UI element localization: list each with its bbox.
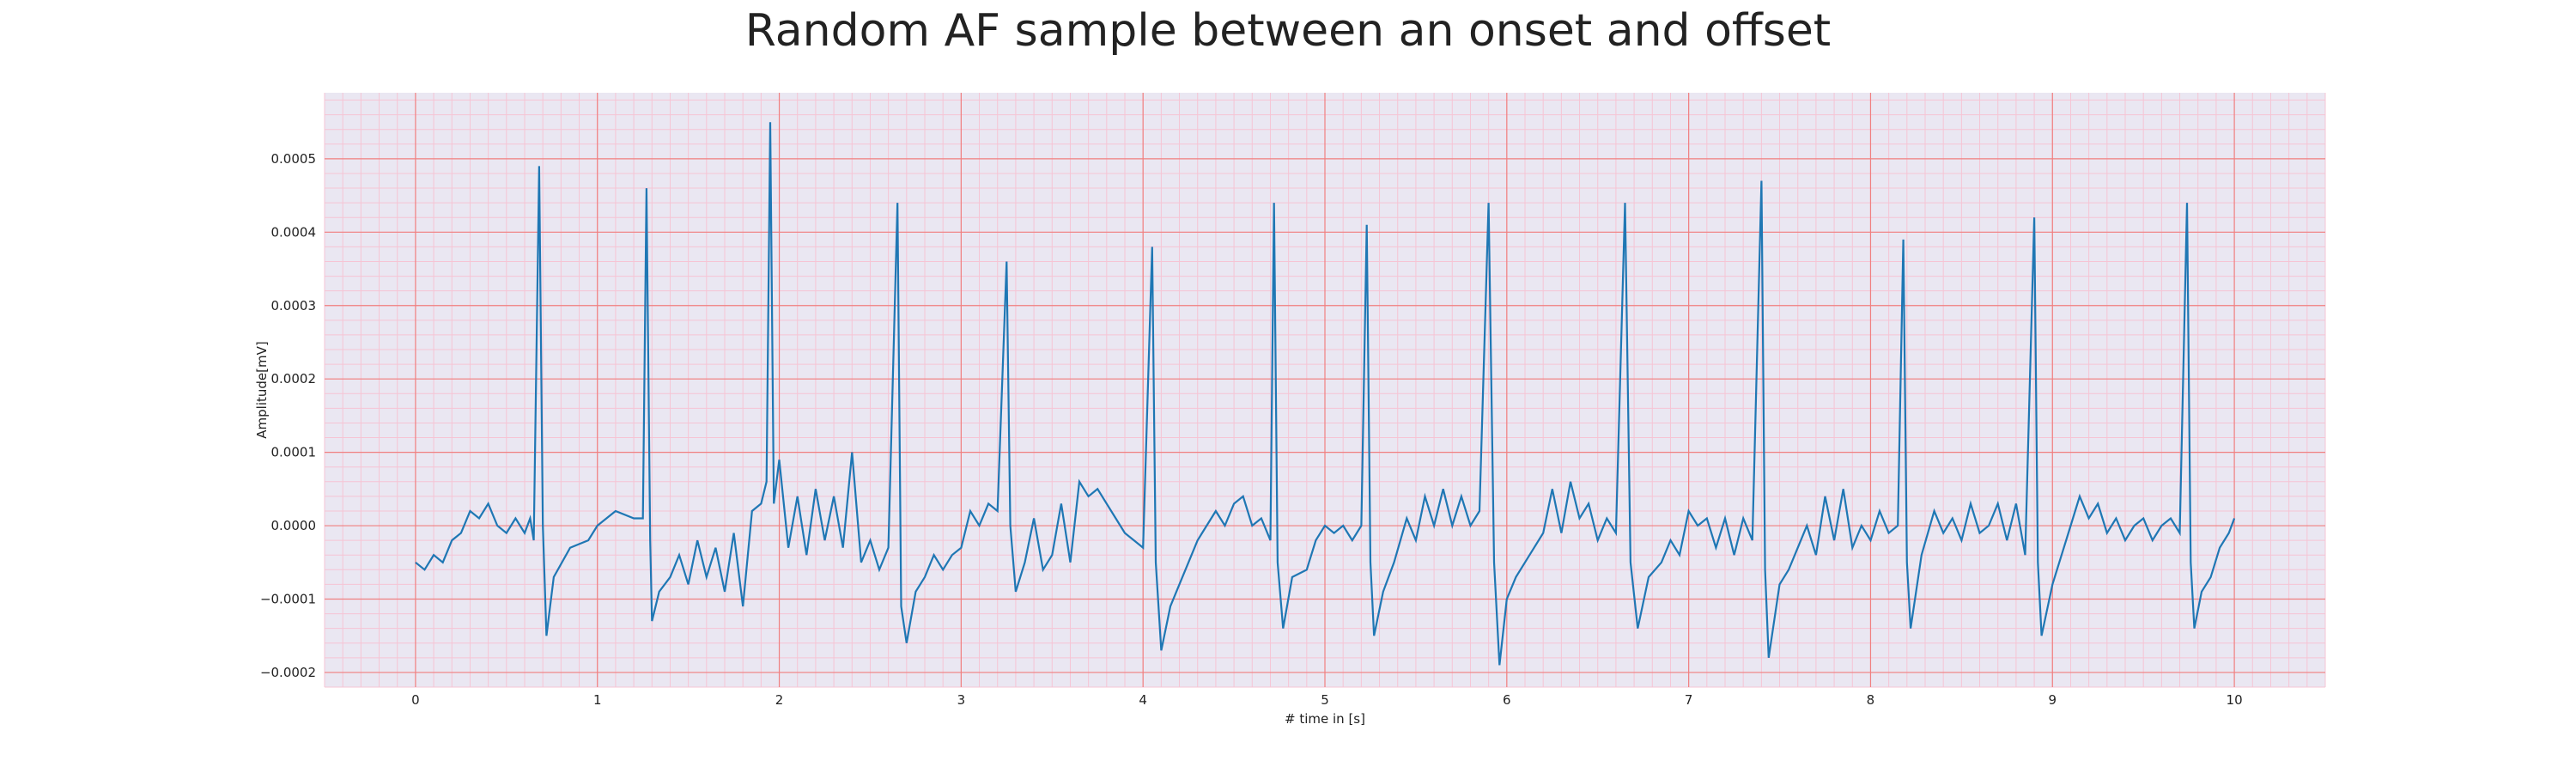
series-line-amplitude (415, 122, 2236, 666)
y-tick-label: −0.0002 (260, 665, 316, 680)
x-axis-ticks: 0 1 2 3 4 5 6 7 8 9 10 (411, 692, 2243, 708)
x-tick-label: 2 (775, 692, 784, 708)
y-tick-label: 0.0003 (271, 298, 317, 313)
x-tick-label: 6 (1503, 692, 1511, 708)
y-tick-label: −0.0001 (260, 591, 316, 606)
y-axis-label: Amplitude[mV] (254, 341, 270, 438)
x-tick-label: 1 (593, 692, 602, 708)
y-tick-label: 0.0002 (271, 371, 317, 386)
x-axis-label: # time in [s] (1285, 711, 1365, 727)
y-axis-ticks: −0.0002 −0.0001 0.0000 0.0001 0.0002 0.0003 0.… (260, 151, 316, 680)
x-tick-label: 8 (1867, 692, 1875, 708)
major-grid (325, 93, 2325, 687)
y-tick-label: 0.0001 (271, 445, 317, 460)
y-tick-label: 0.0004 (271, 224, 317, 240)
x-tick-label: 5 (1321, 692, 1329, 708)
x-tick-label: 9 (2048, 692, 2057, 708)
x-tick-label: 3 (957, 692, 966, 708)
x-tick-label: 0 (411, 692, 420, 708)
y-tick-label: 0.0000 (271, 518, 317, 533)
x-tick-label: 7 (1685, 692, 1693, 708)
y-tick-label: 0.0005 (271, 151, 317, 167)
chart-title: Random AF sample between an onset and of… (744, 5, 1832, 57)
x-tick-label: 10 (2227, 692, 2243, 708)
x-tick-label: 4 (1139, 692, 1147, 708)
